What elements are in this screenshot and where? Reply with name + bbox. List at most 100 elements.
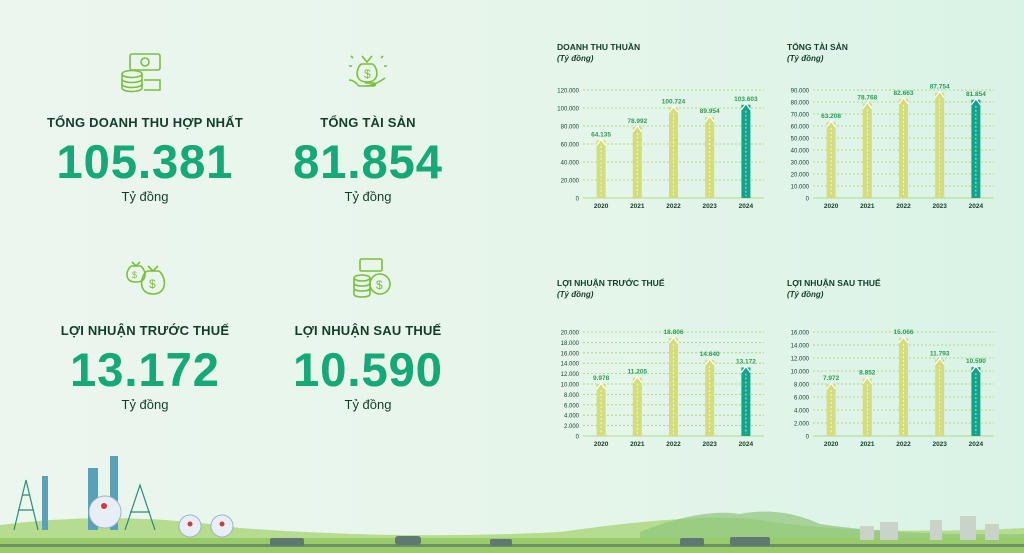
bar-arrow <box>668 105 679 113</box>
y-tick-label: 20.000 <box>791 173 810 179</box>
y-tick-label: 16.000 <box>561 351 580 357</box>
kpi-revenue-title: TỔNG DOANH THU HỢP NHẤT <box>46 115 243 130</box>
kpi-assets-title: TỔNG TÀI SẢN <box>320 115 416 130</box>
y-tick-label: 12.000 <box>791 357 810 363</box>
value-label-2021: 11.205 <box>628 369 648 376</box>
value-label-2020: 7.972 <box>823 375 840 382</box>
kpi-pat: LỢI NHUẬN SAU THUẾ 10.590 Tỷ đồng <box>268 323 468 412</box>
value-label-2022: 15.066 <box>894 329 914 336</box>
bar-arrow <box>740 365 751 373</box>
bar-2023 <box>935 92 945 198</box>
chart-pbt-unit: (Tỷ đồng) <box>557 290 594 299</box>
value-label-2024: 13.172 <box>736 359 756 366</box>
bar-arrow <box>826 120 837 128</box>
y-tick-label: 16.000 <box>791 331 810 337</box>
bar-2020 <box>596 384 606 436</box>
x-tick-label-2020: 2020 <box>594 441 609 448</box>
svg-text:$: $ <box>364 67 371 81</box>
x-tick-label-2021: 2021 <box>630 203 645 210</box>
x-tick-label-2022: 2022 <box>666 203 681 210</box>
bar-arrow <box>704 115 715 123</box>
bar-arrow <box>740 102 751 111</box>
chart-assets-unit: (Tỷ đồng) <box>787 54 824 63</box>
y-tick-label: 60.000 <box>561 143 580 149</box>
y-tick-label: 14.000 <box>791 344 810 350</box>
bar-2022 <box>669 338 678 436</box>
bar-arrow <box>704 357 715 366</box>
y-tick-label: 0 <box>576 197 580 203</box>
y-tick-label: 0 <box>806 435 810 441</box>
x-tick-label-2023: 2023 <box>932 203 947 210</box>
value-label-2022: 100.724 <box>662 98 686 105</box>
bar-arrow <box>970 365 981 373</box>
kpi-pbt: LỢI NHUẬN TRƯỚC THUẾ 13.172 Tỷ đồng <box>45 323 245 412</box>
bar-arrow <box>898 336 909 344</box>
y-tick-label: 40.000 <box>791 149 810 155</box>
y-tick-label: 0 <box>806 197 810 203</box>
value-label-2020: 64.135 <box>591 131 611 138</box>
x-tick-label-2021: 2021 <box>860 441 875 448</box>
kpi-assets: TỔNG TÀI SẢN 81.854 Tỷ đồng <box>268 115 468 204</box>
kpi-pat-unit: Tỷ đồng <box>344 397 392 412</box>
coins-icon <box>121 53 161 93</box>
kpi-pbt-title: LỢI NHUẬN TRƯỚC THUẾ <box>60 323 230 338</box>
x-tick-label-2023: 2023 <box>932 441 947 448</box>
value-label-2021: 78.768 <box>857 94 877 101</box>
bar-arrow <box>632 375 643 384</box>
y-tick-label: 4.000 <box>794 409 810 415</box>
y-tick-label: 0 <box>576 435 580 441</box>
bar-arrow <box>862 376 873 384</box>
value-label-2021: 78.992 <box>627 118 647 125</box>
value-label-2020: 9.978 <box>593 375 610 382</box>
bar-2020 <box>596 140 606 198</box>
value-label-2022: 18.806 <box>664 329 684 336</box>
bar-2023 <box>705 117 715 198</box>
x-tick-label-2020: 2020 <box>824 203 839 210</box>
x-tick-label-2024: 2024 <box>739 203 754 210</box>
y-tick-label: 20.000 <box>561 179 580 185</box>
kpi-assets-unit: Tỷ đồng <box>344 189 392 204</box>
x-tick-label-2024: 2024 <box>739 441 754 448</box>
y-tick-label: 70.000 <box>791 113 810 119</box>
y-tick-label: 60.000 <box>791 125 810 131</box>
x-tick-label-2024: 2024 <box>969 203 984 210</box>
y-tick-label: 80.000 <box>561 125 580 131</box>
bar-arrow <box>970 97 981 106</box>
bar-arrow <box>596 138 607 146</box>
x-tick-label-2022: 2022 <box>896 441 911 448</box>
x-tick-label-2020: 2020 <box>824 441 839 448</box>
x-tick-label-2023: 2023 <box>702 203 717 210</box>
bar-2020 <box>826 384 836 436</box>
bar-arrow <box>898 96 909 105</box>
x-tick-label-2021: 2021 <box>860 203 875 210</box>
money-bags-icon: $ $ <box>126 261 166 295</box>
bar-2022 <box>899 338 908 436</box>
y-tick-label: 100.000 <box>557 107 579 113</box>
chart-pat-title: LỢI NHUẬN SAU THUẾ <box>787 278 881 288</box>
chart-pbt: 0 2.000 4.000 6.000 8.000 10.000 12.000 14.000 1… <box>561 329 764 448</box>
bar-arrow <box>632 124 643 133</box>
money-bag-hand-icon: $ <box>348 55 387 87</box>
y-tick-label: 18.000 <box>561 341 580 347</box>
bar-arrow <box>934 357 945 365</box>
bar-2024 <box>971 99 981 198</box>
y-tick-label: 10.000 <box>791 185 810 191</box>
kpi-pbt-unit: Tỷ đồng <box>121 397 169 412</box>
value-label-2023: 11.793 <box>930 350 950 357</box>
value-label-2024: 103.603 <box>734 96 758 103</box>
kpi-pat-value: 10.590 <box>268 345 468 395</box>
kpi-revenue: TỔNG DOANH THU HỢP NHẤT 105.381 Tỷ đồng <box>45 115 245 204</box>
y-tick-label: 30.000 <box>791 161 810 167</box>
x-tick-label-2024: 2024 <box>969 441 984 448</box>
bar-2022 <box>899 98 908 198</box>
bar-2021 <box>632 377 642 436</box>
bar-arrow <box>862 101 873 109</box>
chart-revenue: 0 20.000 40.000 60.000 80.000 100.000 120.000 6… <box>557 89 764 210</box>
chart-revenue-unit: (Tỷ đồng) <box>557 54 594 63</box>
bar-2021 <box>862 378 872 436</box>
value-label-2023: 89.954 <box>700 108 720 115</box>
chart-assets-title: TỔNG TÀI SẢN <box>787 42 848 52</box>
x-tick-label-2021: 2021 <box>630 441 645 448</box>
y-tick-label: 90.000 <box>791 89 810 95</box>
value-label-2023: 14.640 <box>700 351 720 358</box>
